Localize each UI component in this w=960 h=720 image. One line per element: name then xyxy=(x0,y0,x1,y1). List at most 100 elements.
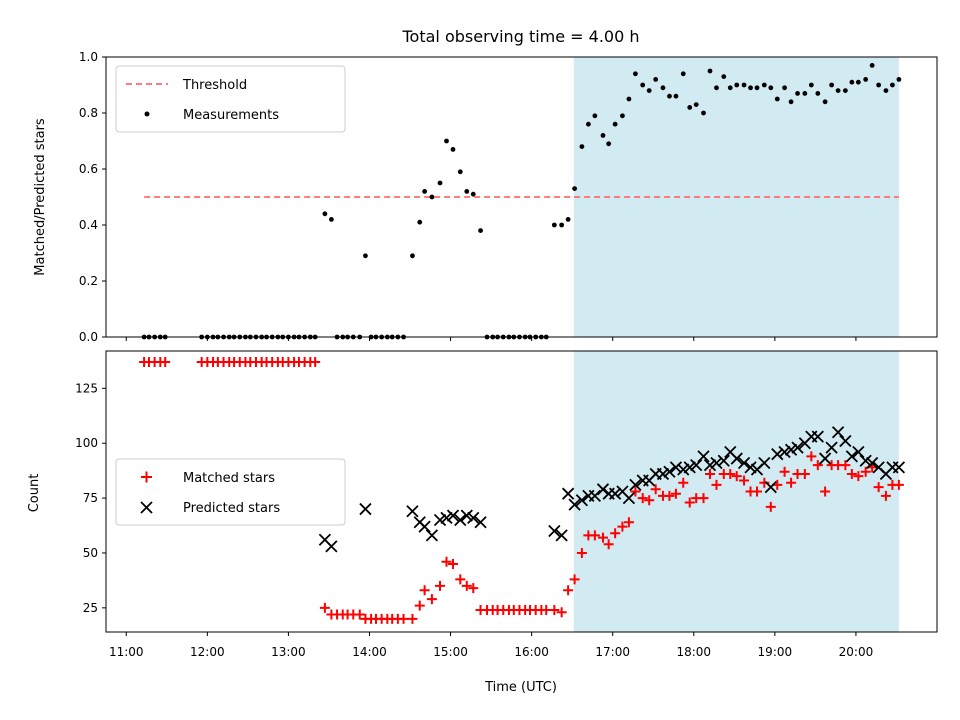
matched-star-marker xyxy=(461,580,472,591)
predicted-star-marker xyxy=(433,513,447,527)
predicted-star-marker xyxy=(609,487,622,500)
predicted-legend-swatch xyxy=(140,501,153,514)
measurement-point xyxy=(727,85,733,91)
predicted-star-marker xyxy=(825,441,838,454)
measurement-point xyxy=(890,82,895,88)
measurement-point xyxy=(457,169,463,175)
matched-star-marker xyxy=(610,528,621,539)
top-y-tick-label: 1.0 xyxy=(79,50,98,64)
predicted-star-marker xyxy=(669,461,683,474)
matched-star-marker xyxy=(617,521,628,532)
matched-star-marker xyxy=(447,558,458,569)
measurement-point xyxy=(633,71,638,77)
matched-star-marker xyxy=(414,600,425,611)
measurement-point xyxy=(802,91,808,96)
matched-star-marker xyxy=(398,613,409,624)
predicted-star-marker xyxy=(622,491,636,505)
x-tick-label: 19:00 xyxy=(758,645,793,659)
predicted-star-marker xyxy=(845,450,859,463)
top-plot-frame xyxy=(105,56,938,338)
bottom-legend-frame xyxy=(115,458,346,526)
measurement-point xyxy=(721,74,727,79)
matched-star-marker xyxy=(678,477,689,488)
predicted-star-marker xyxy=(656,467,670,481)
matched-star-marker xyxy=(589,530,600,541)
matched-star-marker xyxy=(725,468,736,479)
matched-star-marker xyxy=(820,486,831,497)
matched-star-marker xyxy=(310,356,321,367)
measurement-point xyxy=(795,91,800,96)
predicted-star-marker xyxy=(474,516,487,529)
measurement-point xyxy=(606,141,612,147)
predicted-star-marker xyxy=(359,502,372,516)
measurement-point xyxy=(701,110,706,116)
predicted-star-marker xyxy=(325,540,338,553)
measurement-point xyxy=(620,113,625,119)
predicted-star-marker xyxy=(811,430,824,443)
matched-star-marker xyxy=(354,609,365,620)
top-y-tick-label: 0.0 xyxy=(79,330,98,344)
matched-star-marker xyxy=(623,517,634,528)
matched-star-marker xyxy=(441,556,452,567)
predicted-star-marker xyxy=(418,520,431,533)
predicted-star-marker xyxy=(440,511,453,524)
measurement-point xyxy=(883,88,889,93)
bottom-y-axis-label: Count xyxy=(27,474,42,513)
predicted-star-marker xyxy=(467,511,480,524)
x-tick-label: 17:00 xyxy=(595,645,630,659)
top-panel: 0.0 0.2 0.4 0.6 0.8 1.0 xyxy=(79,50,938,344)
predicted-star-marker xyxy=(744,461,757,474)
measurement-point xyxy=(559,222,565,228)
matched-star-marker xyxy=(812,460,823,471)
matched-star-marker xyxy=(880,490,891,501)
measurement-point xyxy=(328,217,334,222)
measurement-point xyxy=(815,91,821,96)
matched-star-marker xyxy=(419,585,430,596)
measurement-point xyxy=(822,99,828,105)
measurement-point xyxy=(829,82,835,88)
predicted-star-marker xyxy=(859,454,872,467)
measurements-legend-label: Measurements xyxy=(183,108,279,123)
top-legend-frame xyxy=(115,65,346,133)
measurement-point xyxy=(572,186,578,192)
measurement-point xyxy=(808,82,814,88)
x-tick-label: 15:00 xyxy=(433,645,468,659)
measurement-point xyxy=(551,222,557,228)
matched-star-marker xyxy=(435,580,446,591)
measurement-point xyxy=(863,77,869,82)
measurement-point xyxy=(592,113,598,119)
measurement-point xyxy=(626,96,632,102)
bottom-y-tick-label: 25 xyxy=(83,601,98,615)
measurement-point xyxy=(774,96,780,102)
matched-star-marker xyxy=(569,574,580,585)
measurement-point xyxy=(855,79,861,85)
measurement-point xyxy=(734,82,740,88)
measurement-point xyxy=(579,144,585,150)
measurement-point xyxy=(768,85,774,91)
predicted-star-marker xyxy=(730,452,743,465)
x-tick-label: 12:00 xyxy=(190,645,225,659)
measurement-point xyxy=(660,85,666,91)
predicted-star-marker xyxy=(791,441,804,454)
predicted-star-marker xyxy=(629,478,642,492)
predicted-star-marker xyxy=(460,509,473,522)
matched-star-marker xyxy=(853,471,864,482)
bottom-panel: 25 50 75 100 125 11:00 12:00 13:00 14:00 15:00 16:… xyxy=(75,350,938,659)
predicted-star-marker xyxy=(771,448,784,461)
top-y-tick-label: 0.2 xyxy=(79,274,98,288)
matched-star-marker xyxy=(563,585,574,596)
matched-star-marker xyxy=(319,602,330,613)
measurement-point xyxy=(600,133,606,138)
predicted-legend-label: Predicted stars xyxy=(183,501,280,516)
predicted-star-marker xyxy=(690,459,703,472)
threshold-legend-label: Threshold xyxy=(182,78,247,93)
x-tick-label: 18:00 xyxy=(676,645,711,659)
measurement-point xyxy=(444,138,449,144)
predicted-star-marker xyxy=(831,426,845,439)
predicted-star-marker xyxy=(778,445,791,459)
measurement-point xyxy=(680,71,686,77)
matched-star-marker xyxy=(549,605,560,616)
measurement-point xyxy=(761,82,767,88)
bottom-y-tick-label: 125 xyxy=(75,381,98,395)
